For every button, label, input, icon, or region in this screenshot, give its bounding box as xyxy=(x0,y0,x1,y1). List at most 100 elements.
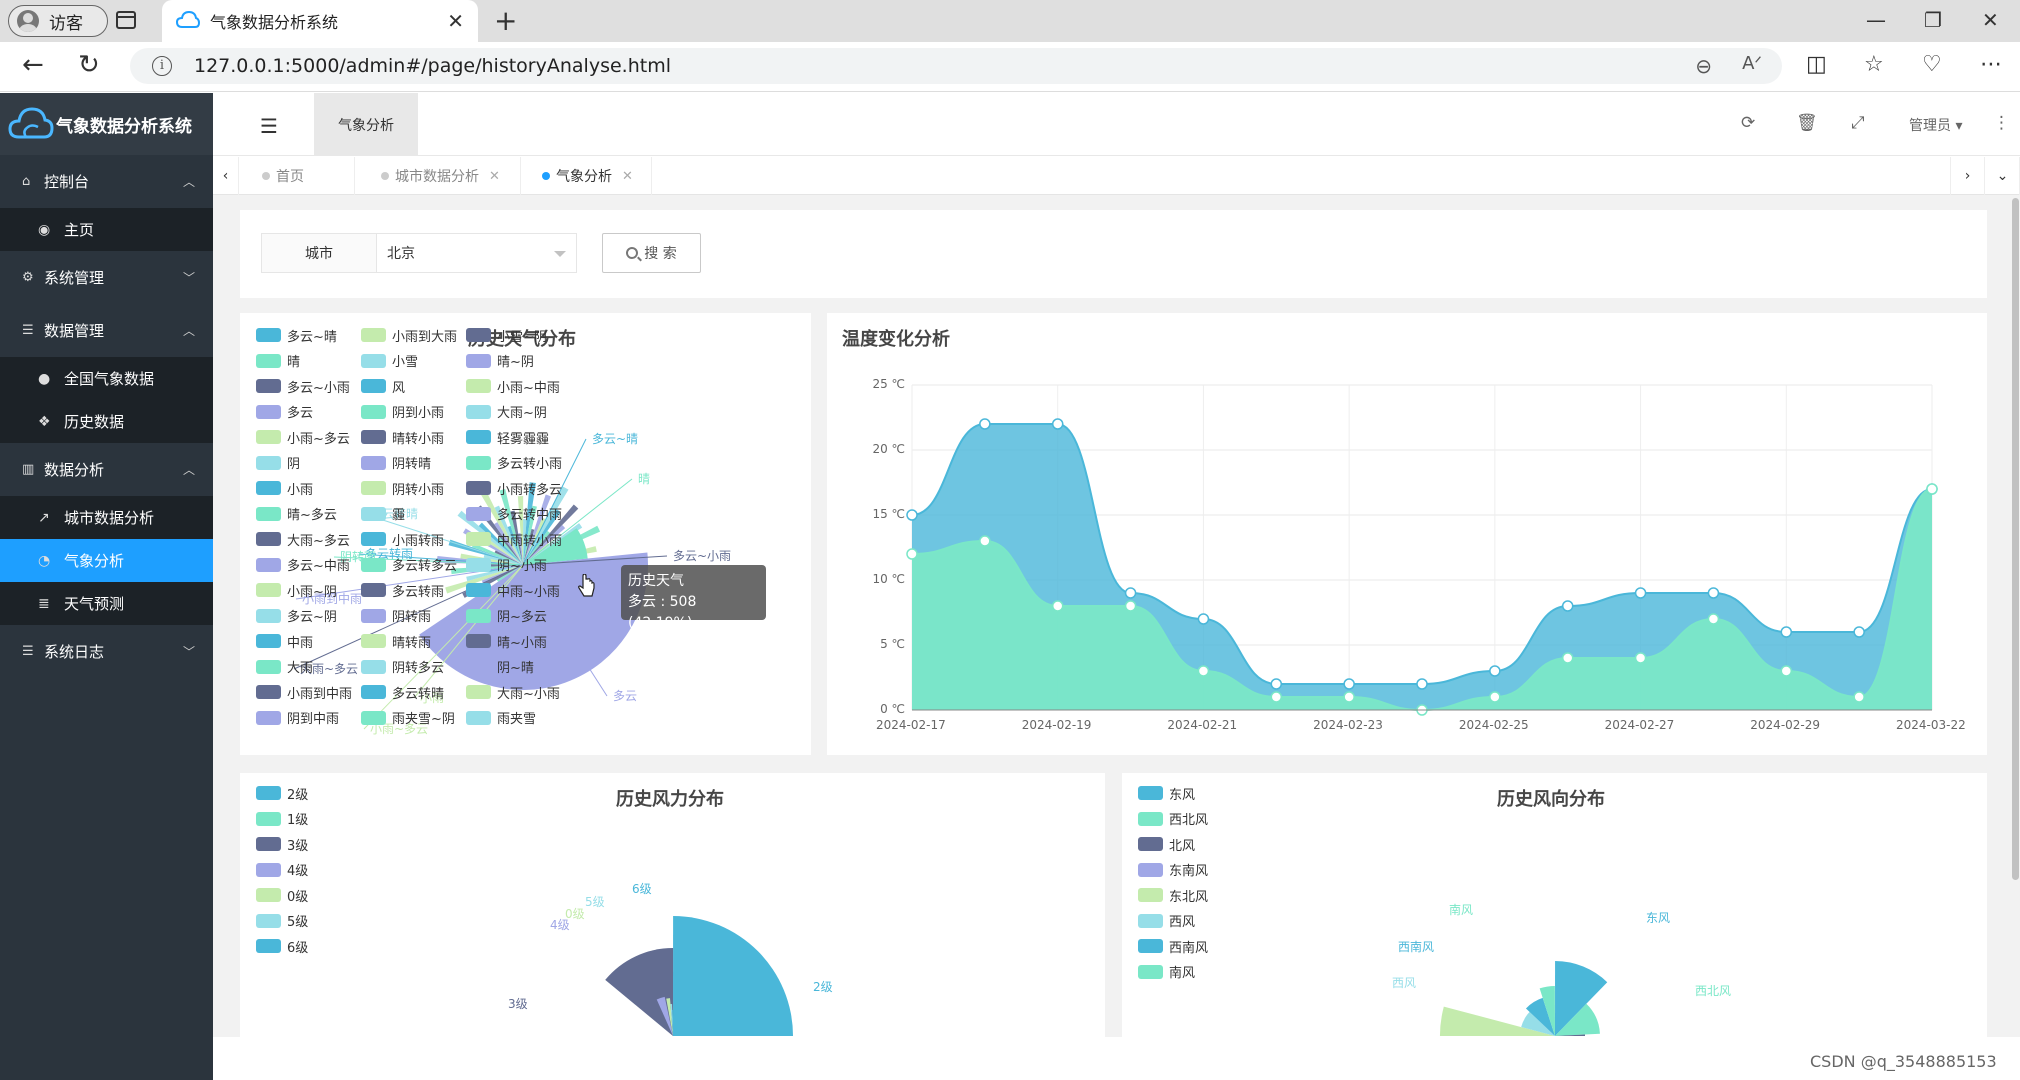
legend-item[interactable]: 晴~多云 xyxy=(256,506,337,523)
search-button[interactable]: 搜 索 xyxy=(602,233,701,273)
legend-item[interactable]: 3级 xyxy=(256,836,308,854)
sidebar-item-national-data[interactable]: ● 全国气象数据 xyxy=(0,357,213,400)
legend-item[interactable]: 大雨 xyxy=(256,659,313,676)
legend-item[interactable]: 东风 xyxy=(1138,785,1195,803)
refresh-page-icon[interactable]: ⟳ xyxy=(1741,113,1756,133)
legend-item[interactable]: 小雨到大雨 xyxy=(361,327,457,345)
user-menu[interactable]: 管理员 ▾ xyxy=(1909,118,1963,134)
legend-item[interactable]: 小雨 xyxy=(256,480,313,498)
legend-item[interactable]: 多云转晴 xyxy=(361,684,444,702)
menu-group-logs[interactable]: ☰ 系统日志 ﹀ xyxy=(0,625,213,678)
legend-item[interactable]: 1级 xyxy=(256,811,308,828)
more-vertical-icon[interactable]: ⋮ xyxy=(1993,113,2010,133)
sidebar-item-home[interactable]: ◉ 主页 xyxy=(0,208,213,251)
sidebar-item-history-data[interactable]: ❖ 历史数据 xyxy=(0,400,213,443)
restore-icon[interactable]: ❐ xyxy=(1924,8,1942,32)
legend-item[interactable]: 大雨~阴 xyxy=(466,404,547,421)
browser-tab[interactable]: 气象数据分析系统 ✕ xyxy=(162,0,478,42)
minimize-icon[interactable]: — xyxy=(1866,8,1886,32)
legend-item[interactable]: 4级 xyxy=(256,862,308,879)
legend-item[interactable]: 阴转小雨 xyxy=(361,480,444,498)
page-tab-home[interactable]: 首页 xyxy=(240,157,355,195)
profile-button[interactable]: 访客 xyxy=(8,5,108,37)
top-tab-active[interactable]: 气象分析 xyxy=(314,93,418,156)
city-select[interactable]: 城市 北京 xyxy=(261,233,577,273)
site-info-icon[interactable]: i xyxy=(152,56,172,76)
legend-item[interactable]: 阴转晴 xyxy=(361,455,431,472)
favorites-icon[interactable]: ☆ xyxy=(1864,52,1884,77)
legend-item[interactable]: 多云~晴 xyxy=(256,327,337,345)
legend-item[interactable]: 多云转多云 xyxy=(361,557,457,574)
temperature-area-svg[interactable] xyxy=(827,313,1987,755)
tab-actions-icon[interactable] xyxy=(116,11,136,29)
tabs-prev-icon[interactable]: ‹ xyxy=(213,157,239,195)
sidebar-item-forecast[interactable]: ≣ 天气预测 xyxy=(0,582,213,625)
legend-item[interactable]: 晴~小雨 xyxy=(466,633,547,651)
menu-toggle-icon[interactable]: ☰ xyxy=(260,114,278,138)
close-icon[interactable]: ✕ xyxy=(489,168,500,184)
legend-item[interactable]: 小雪~阴 xyxy=(466,327,547,345)
legend-item[interactable]: 6级 xyxy=(256,938,308,956)
legend-item[interactable]: 阴~多云 xyxy=(466,608,547,625)
legend-item[interactable]: 南风 xyxy=(1138,964,1195,981)
legend-item[interactable]: 小雨到中雨 xyxy=(256,684,352,702)
close-icon[interactable]: ✕ xyxy=(622,168,633,184)
zoom-icon[interactable]: ⊖ xyxy=(1695,54,1712,78)
legend-item[interactable]: 中雨转小雨 xyxy=(466,531,562,549)
legend-item[interactable]: 西南风 xyxy=(1138,938,1208,956)
legend-item[interactable]: 小雪 xyxy=(361,353,418,370)
legend-item[interactable]: 小雨转多云 xyxy=(466,480,562,498)
legend-item[interactable]: 小雨~阴 xyxy=(256,582,337,600)
legend-item[interactable]: 东北风 xyxy=(1138,887,1208,905)
logo[interactable]: 气象数据分析系统 xyxy=(0,93,213,155)
legend-item[interactable]: 多云转小雨 xyxy=(466,455,562,472)
more-options-icon[interactable]: ⋯ xyxy=(1980,52,2002,77)
legend-item[interactable]: 晴转小雨 xyxy=(361,429,444,447)
page-tab-weather-analysis[interactable]: 气象分析 ✕ xyxy=(522,157,652,195)
legend-item[interactable]: 风 xyxy=(361,378,405,396)
legend-item[interactable]: 雨夹雪~阴 xyxy=(361,710,455,727)
fullscreen-icon[interactable]: ⤢ xyxy=(1851,113,1865,133)
legend-item[interactable]: 中雨~小雨 xyxy=(466,582,560,600)
menu-group-data[interactable]: ☰ 数据管理 ︿ xyxy=(0,304,213,357)
refresh-icon[interactable]: ↻ xyxy=(78,50,100,80)
legend-item[interactable]: 多云转雨 xyxy=(361,582,444,600)
page-tab-city-analysis[interactable]: 城市数据分析 ✕ xyxy=(356,157,521,195)
legend-item[interactable]: 西北风 xyxy=(1138,811,1208,828)
split-screen-icon[interactable]: ◫ xyxy=(1806,52,1827,77)
legend-item[interactable]: 小雨转雨 xyxy=(361,531,444,549)
page-scrollbar[interactable] xyxy=(2012,198,2019,880)
legend-item[interactable]: 霾 xyxy=(361,506,405,523)
legend-item[interactable]: 阴转多云 xyxy=(361,659,444,676)
new-tab-icon[interactable]: + xyxy=(494,4,518,37)
legend-item[interactable]: 阴到小雨 xyxy=(361,404,444,421)
legend-item[interactable]: 中雨 xyxy=(256,633,313,651)
sidebar-item-city-analysis[interactable]: ↗ 城市数据分析 xyxy=(0,496,213,539)
close-window-icon[interactable]: ✕ xyxy=(1982,8,1999,32)
menu-group-console[interactable]: ⌂ 控制台 ︿ xyxy=(0,155,213,208)
back-icon[interactable]: ← xyxy=(22,50,44,80)
legend-item[interactable]: 轻雾霾霾 xyxy=(466,429,549,447)
clear-cache-icon[interactable]: 🗑 xyxy=(1796,113,1818,133)
legend-item[interactable]: 西风 xyxy=(1138,913,1195,930)
legend-item[interactable]: 雨夹雪 xyxy=(466,710,536,727)
legend-item[interactable]: 晴转雨 xyxy=(361,633,431,651)
legend-item[interactable]: 阴~小雨 xyxy=(466,557,547,574)
legend-item[interactable]: 多云~小雨 xyxy=(256,378,350,396)
menu-group-analysis[interactable]: ▥ 数据分析 ︿ xyxy=(0,443,213,496)
read-aloud-icon[interactable]: Aᐟ xyxy=(1742,53,1762,74)
browser-essentials-icon[interactable]: ♡ xyxy=(1922,52,1942,77)
legend-item[interactable]: 晴~阴 xyxy=(466,353,534,370)
legend-item[interactable]: 5级 xyxy=(256,913,308,930)
legend-item[interactable]: 2级 xyxy=(256,785,308,803)
legend-item[interactable]: 阴~晴 xyxy=(466,659,534,676)
legend-item[interactable]: 北风 xyxy=(1138,836,1195,854)
legend-item[interactable]: 小雨~中雨 xyxy=(466,378,560,396)
legend-item[interactable]: 阴转雨 xyxy=(361,608,431,625)
url-field[interactable]: i 127.0.0.1:5000/admin#/page/historyAnal… xyxy=(130,48,1782,84)
legend-item[interactable]: 大雨~小雨 xyxy=(466,684,560,702)
legend-item[interactable]: 多云 xyxy=(256,404,313,421)
sidebar-item-weather-analysis[interactable]: ◔ 气象分析 xyxy=(0,539,213,582)
